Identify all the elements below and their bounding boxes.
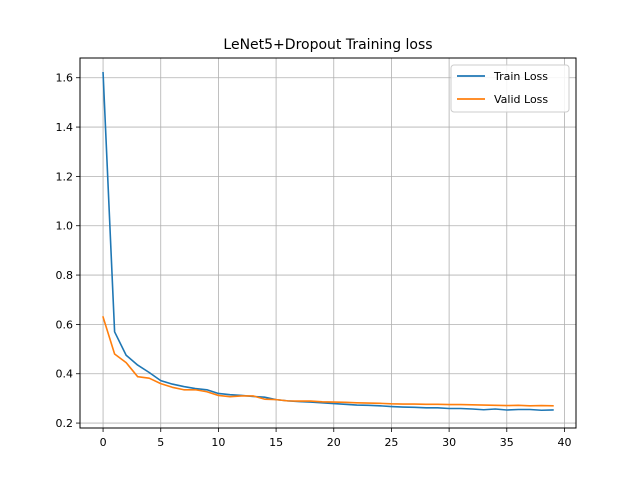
x-tick-label: 25 xyxy=(384,436,398,449)
y-tick-label: 1.4 xyxy=(56,121,74,134)
y-tick-label: 1.2 xyxy=(56,170,74,183)
x-tick-label: 35 xyxy=(500,436,514,449)
y-tick-label: 0.6 xyxy=(56,318,74,331)
x-tick-label: 30 xyxy=(442,436,456,449)
y-tick-label: 0.4 xyxy=(56,368,74,381)
y-tick-label: 0.8 xyxy=(56,269,74,282)
axis-ticks: 0 5 10 15 20 25 30 35 40 0.2 0.4 0.6 0.8 1.0 1.2 1.4 1.6 xyxy=(56,72,572,449)
x-tick-label: 20 xyxy=(327,436,341,449)
y-tick-label: 0.2 xyxy=(56,417,74,430)
grid xyxy=(80,58,576,428)
y-tick-label: 1.6 xyxy=(56,72,74,85)
x-tick-label: 5 xyxy=(157,436,164,449)
plot-frame xyxy=(79,57,577,429)
x-tick-label: 40 xyxy=(557,436,571,449)
legend-label: Valid Loss xyxy=(494,93,548,106)
series-line-train-loss xyxy=(102,71,554,412)
x-tick-label: 10 xyxy=(211,436,225,449)
chart-title: LeNet5+Dropout Training loss xyxy=(223,37,432,53)
x-tick-label: 0 xyxy=(100,436,107,449)
x-tick-label: 15 xyxy=(269,436,283,449)
series-line-valid-loss xyxy=(102,315,554,407)
series-layer xyxy=(102,71,554,412)
legend-label: Train Loss xyxy=(493,70,548,83)
y-tick-label: 1.0 xyxy=(56,220,74,233)
legend: Train Loss Valid Loss xyxy=(450,64,570,113)
